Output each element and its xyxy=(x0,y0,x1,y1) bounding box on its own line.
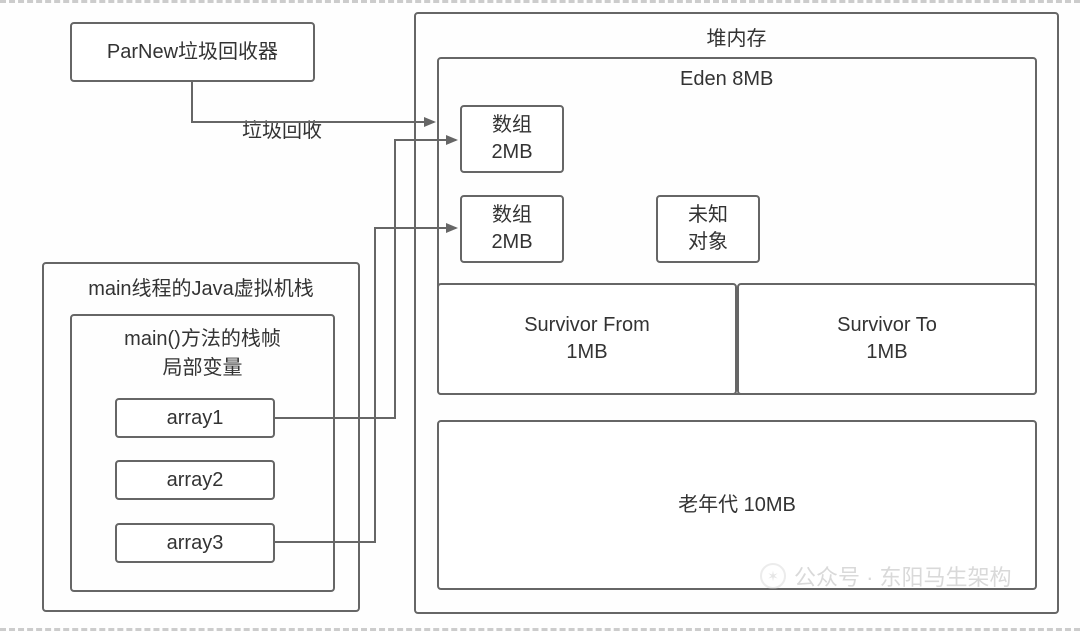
array2-box: array2 xyxy=(115,460,275,500)
heap-title: 堆内存 xyxy=(416,12,1057,51)
decor-top-edge xyxy=(0,0,1080,3)
survivor-to-box: Survivor To1MB xyxy=(737,283,1037,395)
wechat-icon: ✶ xyxy=(760,563,786,589)
java-stack-title: main线程的Java虚拟机栈 xyxy=(44,262,358,301)
old-gen-label: 老年代 10MB xyxy=(678,492,796,519)
array1-label: array1 xyxy=(167,405,224,432)
survivor-from-box: Survivor From1MB xyxy=(437,283,737,395)
watermark: ✶ 公众号 · 东阳马生架构 xyxy=(760,560,1012,592)
watermark-text: 公众号 · 东阳马生架构 xyxy=(794,560,1012,592)
gc-arrow-label: 垃圾回收 xyxy=(242,114,322,143)
eden-array-box-1: 数组2MB xyxy=(460,105,564,173)
parnew-gc-label: ParNew垃圾回收器 xyxy=(107,39,278,66)
eden-label: Eden 8MB xyxy=(680,68,773,91)
stack-frame-title: main()方法的栈帧 局部变量 xyxy=(72,314,333,380)
array1-box: array1 xyxy=(115,398,275,438)
array3-box: array3 xyxy=(115,523,275,563)
eden-unknown-box: 未知对象 xyxy=(656,195,760,263)
eden-array-box-2: 数组2MB xyxy=(460,195,564,263)
array3-label: array3 xyxy=(167,530,224,557)
array2-label: array2 xyxy=(167,467,224,494)
diagram-canvas: ParNew垃圾回收器 垃圾回收 main线程的Java虚拟机栈 main()方… xyxy=(0,0,1080,632)
decor-bottom-edge xyxy=(0,628,1080,631)
parnew-gc-box: ParNew垃圾回收器 xyxy=(70,22,315,82)
